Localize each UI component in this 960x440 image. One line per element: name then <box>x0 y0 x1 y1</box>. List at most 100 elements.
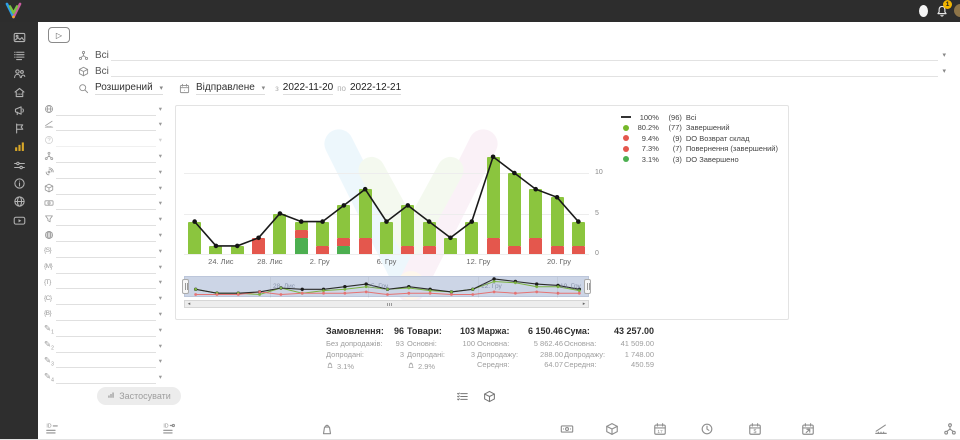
bar[interactable] <box>337 126 351 254</box>
category-filter-select[interactable]: Всі ▾ <box>78 48 946 62</box>
filter-select-s[interactable]: {S} ▾ <box>44 244 162 258</box>
upsell-percent: 3.1% <box>337 361 355 371</box>
bar[interactable] <box>294 126 308 254</box>
scroll-right-button[interactable]: ▸ <box>582 301 586 307</box>
select-underline <box>56 260 156 274</box>
filter-select-funnel[interactable]: ▾ <box>44 213 162 227</box>
bar-segment <box>294 237 308 254</box>
sidebar-item-dashboard-icon[interactable] <box>0 28 38 46</box>
stat-title-value: 96 <box>393 326 404 336</box>
bar[interactable] <box>209 126 223 254</box>
bag-icon[interactable] <box>320 422 334 436</box>
sidebar-item-sliders-icon[interactable] <box>0 156 38 174</box>
chevron-down-icon: ▾ <box>158 295 162 303</box>
id-link-icon[interactable]: ID <box>162 422 176 436</box>
status-select[interactable]: Відправлене ▾ <box>196 82 266 95</box>
navigator-right-handle[interactable] <box>584 279 591 294</box>
sidebar-item-store-icon[interactable] <box>0 83 38 101</box>
notifications-bell-icon[interactable] <box>935 4 949 18</box>
bar[interactable] <box>571 126 585 254</box>
legend-item[interactable]: 3.1% (3) DO Завершено <box>619 154 778 165</box>
status-oval-icon[interactable] <box>919 5 928 17</box>
chevron-down-icon: ▾ <box>158 105 162 113</box>
chevron-down-icon[interactable]: ▾ <box>942 68 946 75</box>
bar[interactable] <box>358 126 372 254</box>
filter-select-pencil4[interactable]: ✎4 ▾ <box>44 371 162 385</box>
legend-item[interactable]: 80.2% (77) Завершений <box>619 123 778 134</box>
filter-select-fingerprint[interactable]: ▾ <box>44 165 162 179</box>
filter-select-pencil3[interactable]: ✎3 ▾ <box>44 354 162 369</box>
bar[interactable] <box>550 126 564 254</box>
sidebar-item-orders-icon[interactable] <box>0 46 38 64</box>
date-to-input[interactable]: 2022-12-21 <box>350 81 402 95</box>
id-list-icon[interactable]: ID <box>45 422 59 436</box>
bar[interactable] <box>422 126 436 254</box>
filter-select-globe[interactable]: ▾ <box>44 102 162 116</box>
calendar-dollar-icon[interactable]: $ <box>748 422 762 436</box>
bar[interactable] <box>486 126 500 254</box>
sidebar-item-flag-icon[interactable] <box>0 119 38 137</box>
bar-segment <box>252 237 266 254</box>
app-logo[interactable] <box>4 1 23 20</box>
play-button[interactable]: ▷ <box>48 27 70 43</box>
navigator-left-handle[interactable] <box>182 279 189 294</box>
bar[interactable] <box>380 126 393 254</box>
select-underline <box>56 354 156 369</box>
bar[interactable] <box>273 126 287 254</box>
ruler-icon[interactable] <box>874 422 888 436</box>
filter-select-pencil1[interactable]: ✎1 ▾ <box>44 323 162 337</box>
calendar-arrow-icon[interactable] <box>801 422 815 436</box>
filter-select-web[interactable]: ▾ <box>44 228 162 242</box>
calendar-17-icon[interactable]: 17 <box>653 422 667 436</box>
product-filter-select[interactable]: Всі ▾ <box>78 64 946 78</box>
filter-select-t[interactable]: {T} ▾ <box>44 276 162 290</box>
apply-button[interactable]: Застосувати <box>97 387 181 405</box>
bar[interactable] <box>188 126 202 254</box>
filter-select-b[interactable]: {B} ▾ <box>44 307 162 321</box>
sidebar-item-info-icon[interactable] <box>0 174 38 192</box>
bar[interactable] <box>443 126 457 254</box>
bar[interactable] <box>316 126 330 254</box>
navigator-scrollbar[interactable]: ◂ ▸ <box>184 300 589 308</box>
sidebar-item-megaphone-icon[interactable] <box>0 101 38 119</box>
filter-select-eye[interactable]: ▾ <box>44 197 162 211</box>
chevron-down-icon: ▾ <box>158 263 162 271</box>
chevron-down-icon[interactable]: ▾ <box>942 52 946 59</box>
bar[interactable] <box>401 126 415 254</box>
sidebar-item-analytics-icon[interactable] <box>0 138 38 156</box>
filter-select-m[interactable]: {M} ▾ <box>44 260 162 274</box>
filter-select-c[interactable]: {C} ▾ <box>44 292 162 306</box>
cube-icon[interactable] <box>483 390 496 403</box>
stat-sub-label: Основні: <box>407 339 437 348</box>
filter-select-help[interactable]: ▾ <box>44 134 162 148</box>
bar[interactable] <box>252 126 266 254</box>
money-icon[interactable] <box>560 422 574 436</box>
date-from-input[interactable]: 2022-11-20 <box>282 81 334 95</box>
bar[interactable] <box>230 126 244 254</box>
legend-item[interactable]: 9.4% (9) DO Возврат склад <box>619 133 778 144</box>
scrollbar-grip-icon[interactable] <box>386 302 392 306</box>
list-check-icon[interactable] <box>456 390 469 403</box>
avatar[interactable] <box>954 4 960 17</box>
filter-select-cube[interactable]: ▾ <box>44 181 162 195</box>
hierarchy-icon[interactable] <box>943 422 957 436</box>
range-navigator[interactable]: 28. Лис 5. Гру 12. Гру 19. Гру <box>182 276 591 298</box>
filter-select-ruler[interactable]: ▾ <box>44 118 162 132</box>
bar[interactable] <box>529 126 543 254</box>
sidebar-item-customers-icon[interactable] <box>0 65 38 83</box>
sidebar-item-globe-icon[interactable] <box>0 193 38 211</box>
legend-item[interactable]: 7.3% (7) Повернення (завершений) <box>619 144 778 155</box>
legend-item[interactable]: 100% (96) Всі <box>619 112 778 123</box>
filter-select-hierarchy[interactable]: ▾ <box>44 149 162 163</box>
bar[interactable] <box>507 126 521 254</box>
cube-icon[interactable] <box>605 422 619 436</box>
search-icon[interactable] <box>78 83 89 94</box>
search-mode-select[interactable]: Розширений ▾ <box>95 82 163 95</box>
bar[interactable] <box>465 126 479 254</box>
sidebar-item-video-icon[interactable] <box>0 211 38 229</box>
filter-select-pencil2[interactable]: ✎2 ▾ <box>44 339 162 353</box>
clock-icon[interactable] <box>700 422 714 436</box>
stat-sub-label: Середня: <box>477 360 510 369</box>
scroll-left-button[interactable]: ◂ <box>187 301 191 307</box>
